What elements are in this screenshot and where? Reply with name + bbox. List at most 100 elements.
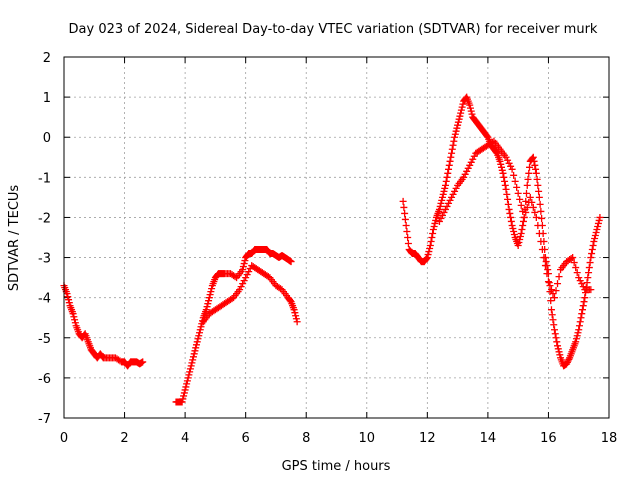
data-point [403,227,411,235]
data-point [435,217,443,225]
y-tick-label: 0 [43,131,51,146]
data-point [64,293,72,301]
data-point [69,310,77,318]
data-point [291,309,299,317]
data-point [70,313,78,321]
x-tick-label: 16 [540,431,557,446]
data-point [510,230,518,238]
data-point [228,295,236,303]
data-point [546,282,554,290]
data-point [522,189,530,197]
x-tick-label: 2 [120,431,128,446]
data-point [400,203,408,211]
data-point [507,217,515,225]
series-arc-3a [399,93,604,370]
data-point [423,254,431,262]
data-point [449,190,457,198]
data-point [464,164,472,172]
data-point [445,165,453,173]
data-point [572,335,580,343]
data-point [293,318,301,326]
data-point [183,380,191,388]
data-point [591,235,599,243]
data-point [510,171,518,179]
data-point [519,207,527,215]
data-point [469,155,477,163]
data-point [231,273,239,281]
data-point [430,222,438,230]
data-point [528,198,536,206]
data-point [461,170,469,178]
data-point [510,227,518,235]
data-point [551,294,558,302]
series-arc-2b [199,262,301,326]
data-point [185,371,193,379]
data-point [292,315,300,323]
y-tick-label: -6 [38,372,51,387]
data-point [590,238,598,246]
data-point [139,358,147,366]
data-point [585,269,593,277]
data-point [437,199,445,207]
data-point [468,110,476,118]
data-point [535,187,543,195]
data-point [467,107,475,115]
data-point [537,238,545,246]
data-point [205,294,213,302]
data-point [186,368,194,376]
data-point [578,280,586,288]
data-point [499,169,507,177]
data-point [65,296,73,304]
data-point [538,214,546,222]
data-point [470,152,478,160]
data-point [519,217,527,225]
data-point [452,127,460,135]
data-point [551,330,559,338]
data-point [290,306,298,314]
data-point [205,297,213,305]
data-point [193,338,201,346]
data-point [594,219,602,227]
data-point [208,285,216,293]
data-point [194,335,202,343]
data-point [552,334,560,342]
data-point [195,332,203,340]
data-point [203,303,211,311]
data-point [429,229,437,237]
data-point [584,274,592,282]
data-point [187,362,195,370]
data-point [569,254,577,262]
data-point [189,356,197,364]
series-arc-1 [60,282,147,370]
data-point [448,193,456,201]
data-point [184,374,192,382]
x-axis-title: GPS time / hours [282,459,391,474]
data-point [529,203,537,211]
data-point [549,316,557,324]
data-point [531,161,539,169]
data-point [427,238,435,246]
data-point [507,213,515,221]
data-point [596,213,604,221]
data-point [513,183,521,191]
data-point [554,345,562,353]
data-point [432,216,440,224]
data-point [442,205,449,213]
data-point [197,323,205,331]
data-point [456,112,464,120]
y-tick-label: -4 [38,292,51,307]
data-point [445,199,453,207]
data-point [180,392,188,400]
data-point [492,148,500,156]
data-point [534,221,542,229]
data-point [517,229,525,237]
data-point [453,124,461,132]
data-point [511,177,519,185]
data-point [509,224,517,232]
data-point [449,141,457,149]
data-point [446,157,454,165]
data-point [555,273,563,281]
data-point [526,193,534,201]
data-point [287,258,295,266]
data-point [504,156,512,164]
